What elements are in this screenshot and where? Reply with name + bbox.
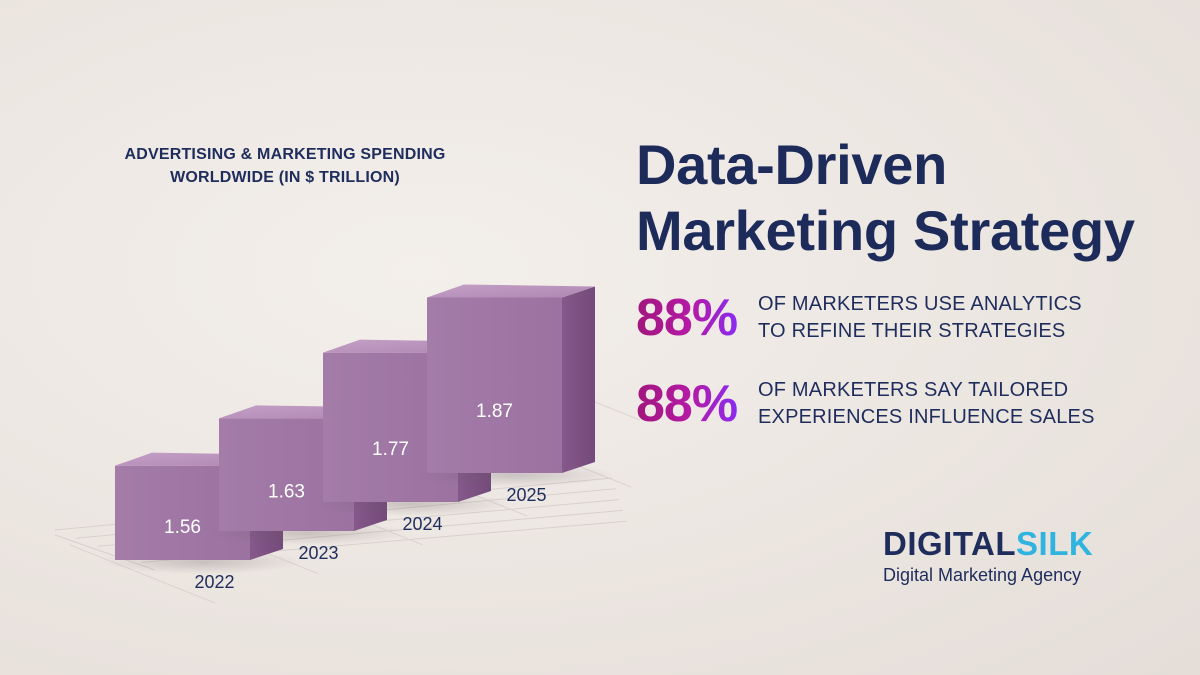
category-label: 2024 xyxy=(402,514,442,534)
headline-line-1: Data-Driven xyxy=(636,133,948,196)
chart-canvas: 1.56 2022 1.63 2023 1.77 2024 1.87 2025 xyxy=(54,284,640,604)
stat-percent: 88% xyxy=(636,375,738,433)
bar-value-label: 1.77 xyxy=(372,439,409,460)
bar-front-face xyxy=(427,297,562,473)
bars-group xyxy=(101,284,616,574)
stat-description-line-1: OF MARKETERS SAY TAILORED xyxy=(758,379,1069,401)
bar-chart: ADVERTISING & MARKETING SPENDING WORLDWI… xyxy=(54,143,640,604)
digitalsilk-logo[interactable]: DIGITALSILK Digital Marketing Agency xyxy=(883,526,1123,586)
stat-description: OF MARKETERS SAY TAILORED EXPERIENCES IN… xyxy=(758,377,1095,431)
headline: Data-Driven Marketing Strategy xyxy=(636,132,1196,264)
stat-description-line-2: EXPERIENCES INFLUENCE SALES xyxy=(758,406,1095,428)
labels-group: 1.56 2022 1.63 2023 1.77 2024 1.87 2025 xyxy=(164,401,547,592)
logo-tagline: Digital Marketing Agency xyxy=(883,565,1082,585)
category-label: 2025 xyxy=(506,485,546,505)
bar-2025 xyxy=(413,284,616,487)
logo-wordmark: DIGITALSILK xyxy=(883,526,1123,562)
stat-description-line-2: TO REFINE THEIR STRATEGIES xyxy=(758,320,1066,342)
bar-value-label: 1.63 xyxy=(268,481,305,502)
chart-title-line-2: WORLDWIDE (IN $ TRILLION) xyxy=(170,169,400,186)
chart-title: ADVERTISING & MARKETING SPENDING WORLDWI… xyxy=(70,143,500,189)
logo-word-digital: DIGITAL xyxy=(883,525,1017,562)
bar-top-face xyxy=(427,284,595,298)
chart-title-line-1: ADVERTISING & MARKETING SPENDING xyxy=(124,146,446,163)
stat-description: OF MARKETERS USE ANALYTICS TO REFINE THE… xyxy=(758,291,1082,345)
headline-line-2: Marketing Strategy xyxy=(636,199,1135,262)
stat-description-line-1: OF MARKETERS USE ANALYTICS xyxy=(758,293,1082,315)
bar-value-label: 1.56 xyxy=(164,517,201,538)
stat-percent: 88% xyxy=(636,289,738,347)
bar-side-face xyxy=(562,286,595,473)
category-label: 2022 xyxy=(194,572,234,592)
bar-value-label: 1.87 xyxy=(476,401,513,422)
logo-word-silk: SILK xyxy=(1016,525,1094,562)
category-label: 2023 xyxy=(298,543,338,563)
